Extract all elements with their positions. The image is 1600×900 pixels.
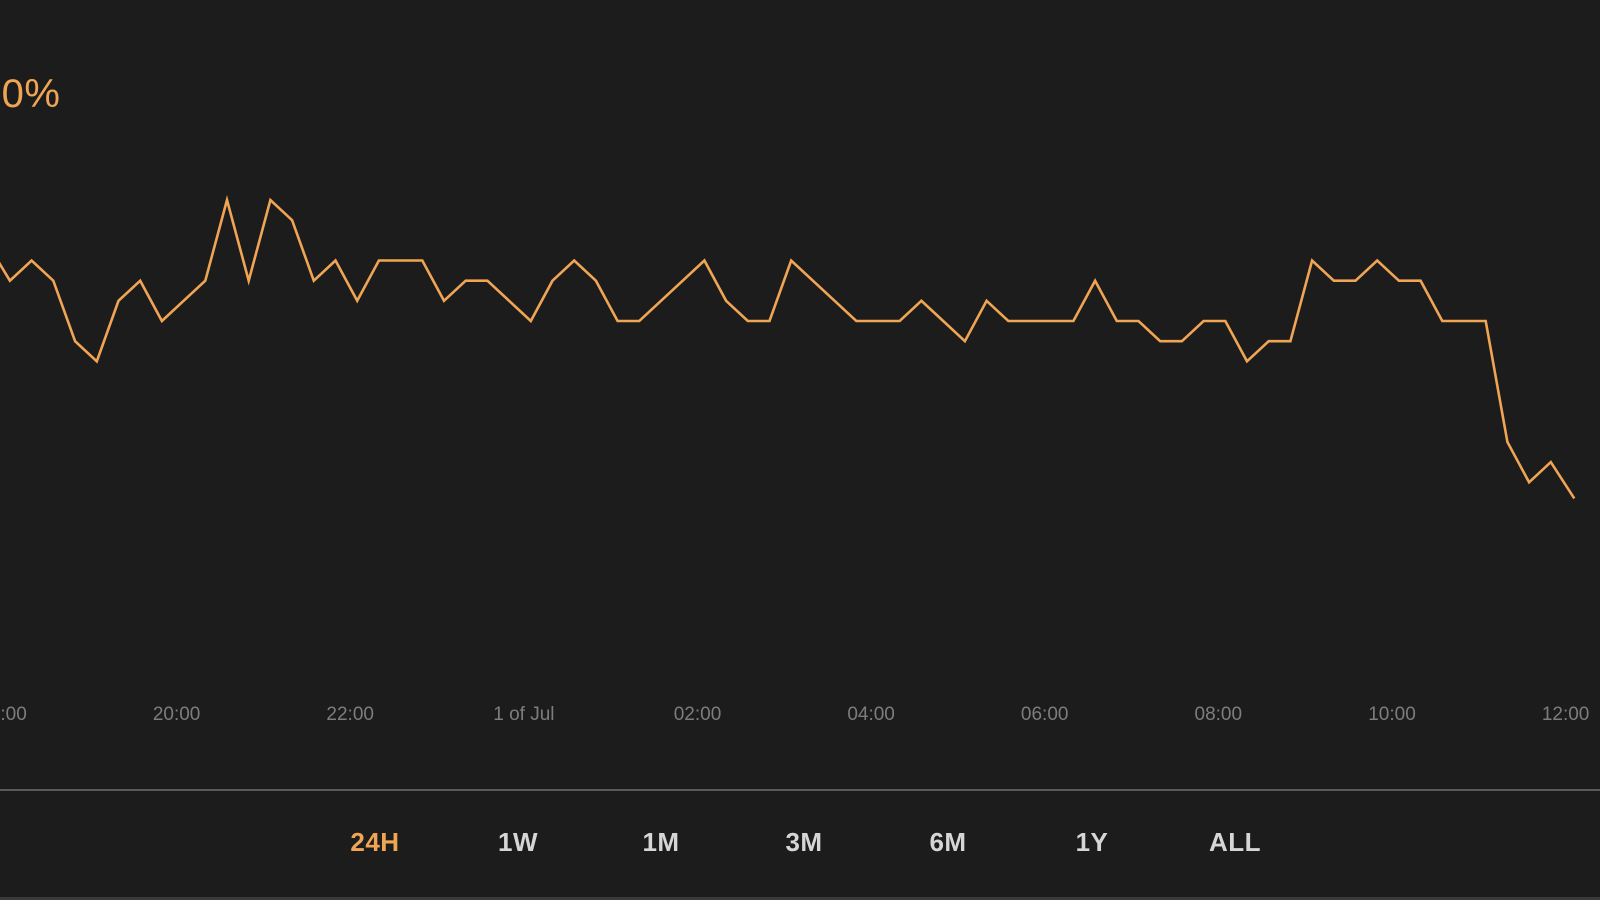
x-tick-label: 20:00 bbox=[153, 704, 201, 725]
series-line bbox=[0, 194, 1576, 500]
x-tick-label: 1 of Jul bbox=[493, 704, 554, 725]
range-button-1w[interactable]: 1W bbox=[498, 826, 538, 857]
range-button-1m[interactable]: 1M bbox=[642, 826, 680, 857]
time-range-selector: 24H 1W 1M 3M 6M 1Y ALL bbox=[0, 812, 1600, 872]
x-tick-label: 10:00 bbox=[1368, 704, 1416, 725]
price-chart[interactable]: 18:00 20:00 22:00 1 of Jul 02:00 04:00 06:00 08… bbox=[0, 0, 1600, 760]
x-tick-label: 08:00 bbox=[1195, 704, 1243, 725]
range-button-6m[interactable]: 6M bbox=[929, 826, 967, 857]
x-tick-label: 22:00 bbox=[326, 704, 374, 725]
range-button-24h[interactable]: 24H bbox=[350, 826, 400, 857]
range-button-3m[interactable]: 3M bbox=[785, 826, 823, 857]
x-tick-label: 02:00 bbox=[674, 704, 722, 725]
range-button-1y[interactable]: 1Y bbox=[1075, 826, 1109, 857]
range-button-all[interactable]: ALL bbox=[1208, 826, 1262, 857]
x-tick-label: 18:00 bbox=[0, 704, 27, 725]
x-tick-label: 06:00 bbox=[1021, 704, 1069, 725]
x-tick-label: 12:00 bbox=[1542, 704, 1590, 725]
x-tick-label: 04:00 bbox=[847, 704, 895, 725]
change-percent: .0% bbox=[0, 72, 61, 116]
chart-divider bbox=[0, 789, 1600, 791]
bottom-divider bbox=[0, 897, 1600, 900]
